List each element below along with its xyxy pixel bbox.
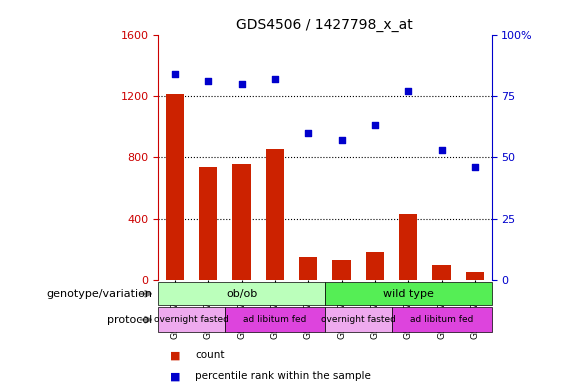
Bar [158,282,325,305]
Bar [332,260,351,280]
Text: overnight fasted: overnight fasted [154,315,229,324]
Bar [199,167,218,280]
Point [203,78,212,84]
Text: ad libitum fed: ad libitum fed [410,315,473,324]
Text: ad libitum fed: ad libitum fed [243,315,307,324]
Bar [299,257,318,280]
Bar [392,307,492,332]
Bar [232,164,251,280]
Bar [325,307,392,332]
Bar [266,149,284,280]
Point [337,137,346,143]
Bar [158,307,225,332]
Text: protocol: protocol [107,314,153,325]
Point [437,147,446,153]
Text: genotype/variation: genotype/variation [46,289,153,299]
Bar [325,282,492,305]
Text: wild type: wild type [383,289,434,299]
Point [403,88,412,94]
Bar [432,265,451,280]
Text: percentile rank within the sample: percentile rank within the sample [195,371,371,381]
Title: GDS4506 / 1427798_x_at: GDS4506 / 1427798_x_at [237,18,413,32]
Text: ■: ■ [170,371,180,381]
Point [470,164,479,170]
Point [171,71,180,77]
Bar [225,307,325,332]
Bar [366,252,384,280]
Bar [399,214,418,280]
Text: ■: ■ [170,350,180,360]
Point [371,122,380,129]
Text: count: count [195,350,224,360]
Text: ob/ob: ob/ob [226,289,257,299]
Point [237,81,246,87]
Point [304,130,313,136]
Bar [466,272,484,280]
Bar [166,94,184,280]
Point [270,76,279,82]
Text: overnight fasted: overnight fasted [321,315,395,324]
